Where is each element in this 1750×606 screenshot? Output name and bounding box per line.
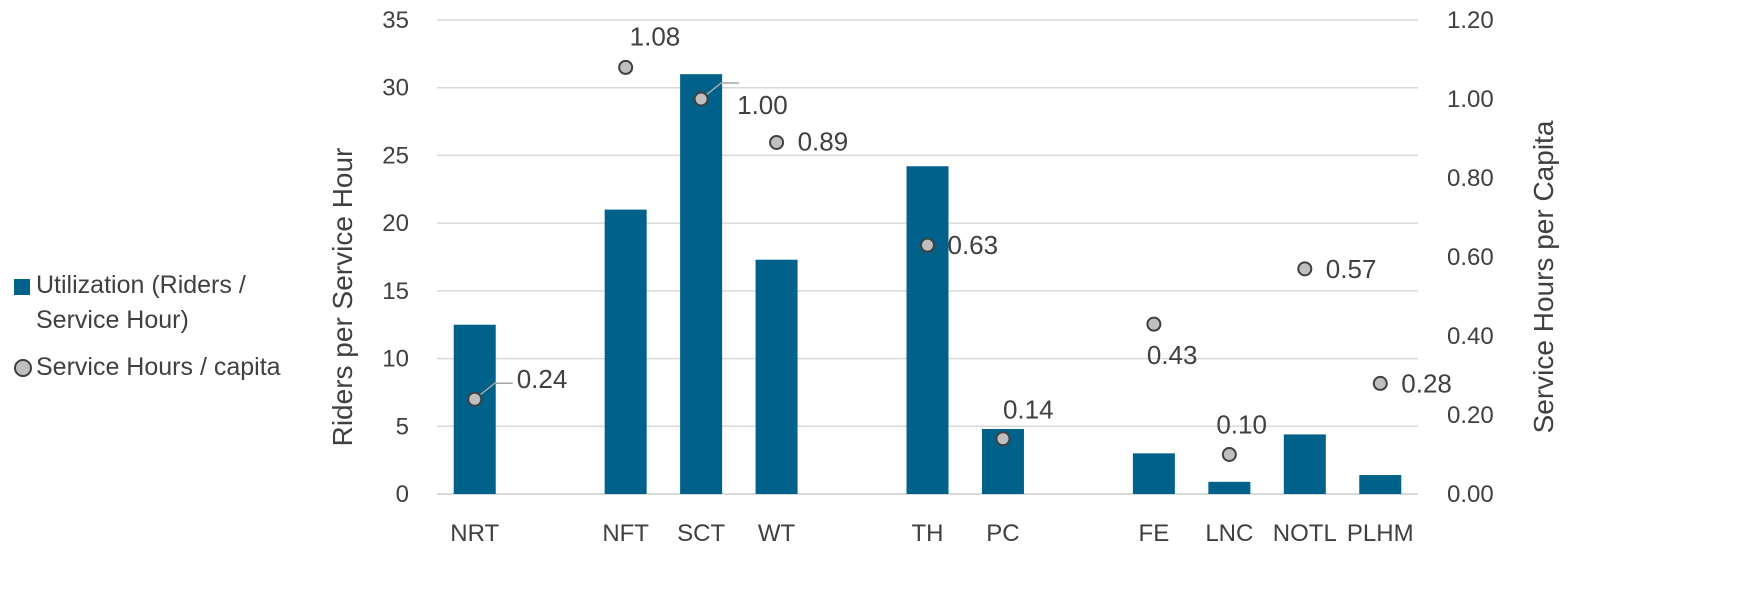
data-label-leader bbox=[474, 382, 513, 400]
bar bbox=[453, 324, 496, 494]
scatter-point bbox=[995, 431, 1011, 447]
data-label: 0.63 bbox=[948, 230, 999, 260]
data-label: 0.89 bbox=[798, 126, 849, 156]
y2-axis-title: Service Hours per Capita bbox=[1528, 120, 1559, 433]
y2-tick-label: 1.20 bbox=[1447, 7, 1494, 34]
data-label: 0.14 bbox=[1003, 395, 1054, 425]
data-label: 0.24 bbox=[517, 364, 568, 394]
legend-label-utilization-line1: Utilization (Riders / bbox=[36, 271, 246, 299]
legend-item-utilization: Utilization (Riders / Service Hour) bbox=[10, 268, 310, 338]
x-tick-label: NOTL bbox=[1273, 520, 1337, 547]
x-tick-label: PC bbox=[986, 520, 1019, 547]
legend: Utilization (Riders / Service Hour) Serv… bbox=[10, 268, 310, 397]
legend-item-service-hours: Service Hours / capita bbox=[10, 350, 310, 385]
scatter-point bbox=[1146, 316, 1162, 332]
y-tick-label: 0 bbox=[396, 481, 409, 508]
bar bbox=[1359, 475, 1402, 494]
legend-dot-swatch bbox=[14, 359, 32, 377]
y-axis-title: Riders per Service Hour bbox=[327, 148, 358, 447]
y2-tick-label: 0.20 bbox=[1447, 402, 1494, 429]
data-label: 0.43 bbox=[1147, 340, 1198, 370]
bar bbox=[604, 209, 647, 494]
data-label: 0.10 bbox=[1216, 410, 1267, 440]
x-tick-label: FE bbox=[1139, 520, 1170, 547]
x-tick-label: NFT bbox=[602, 520, 649, 547]
legend-label-service-hours: Service Hours / capita bbox=[36, 353, 281, 381]
y-tick-label: 35 bbox=[382, 7, 409, 34]
data-label: 0.28 bbox=[1401, 368, 1452, 398]
scatter-point bbox=[1297, 261, 1313, 277]
y-tick-label: 15 bbox=[382, 278, 409, 305]
bar bbox=[1132, 453, 1175, 494]
y2-tick-label: 1.00 bbox=[1447, 86, 1494, 113]
data-label-leader bbox=[700, 82, 740, 100]
y-tick-label: 30 bbox=[382, 75, 409, 102]
x-tick-label: TH bbox=[912, 520, 944, 547]
x-tick-label: PLHM bbox=[1347, 520, 1414, 547]
y-tick-label: 5 bbox=[396, 413, 409, 440]
bar bbox=[1208, 481, 1251, 494]
y-tick-label: 25 bbox=[382, 142, 409, 169]
x-tick-label: NRT bbox=[450, 520, 499, 547]
y2-tick-label: 0.60 bbox=[1447, 244, 1494, 271]
data-label: 1.00 bbox=[737, 90, 788, 120]
scatter-point bbox=[920, 237, 935, 253]
bar bbox=[1283, 434, 1326, 494]
scatter-point bbox=[618, 59, 634, 75]
x-tick-label: WT bbox=[758, 520, 796, 547]
y2-tick-label: 0.00 bbox=[1447, 481, 1494, 508]
y2-tick-label: 0.80 bbox=[1447, 165, 1494, 192]
bar bbox=[680, 74, 723, 495]
scatter-point bbox=[769, 134, 785, 150]
scatter-point bbox=[467, 391, 483, 407]
scatter-point bbox=[1221, 447, 1237, 462]
legend-label-utilization-line2: Service Hour) bbox=[36, 306, 189, 334]
y-tick-label: 10 bbox=[382, 346, 409, 373]
bar bbox=[906, 166, 949, 494]
bar bbox=[755, 259, 798, 494]
data-label: 1.08 bbox=[630, 21, 681, 51]
x-tick-label: SCT bbox=[677, 520, 725, 547]
legend-bar-swatch bbox=[14, 279, 30, 295]
y-tick-label: 20 bbox=[382, 210, 409, 237]
x-tick-label: LNC bbox=[1205, 520, 1253, 547]
y2-tick-label: 0.40 bbox=[1447, 323, 1494, 350]
scatter-point bbox=[1372, 375, 1388, 391]
scatter-point bbox=[693, 91, 709, 107]
data-label: 0.57 bbox=[1326, 254, 1377, 284]
